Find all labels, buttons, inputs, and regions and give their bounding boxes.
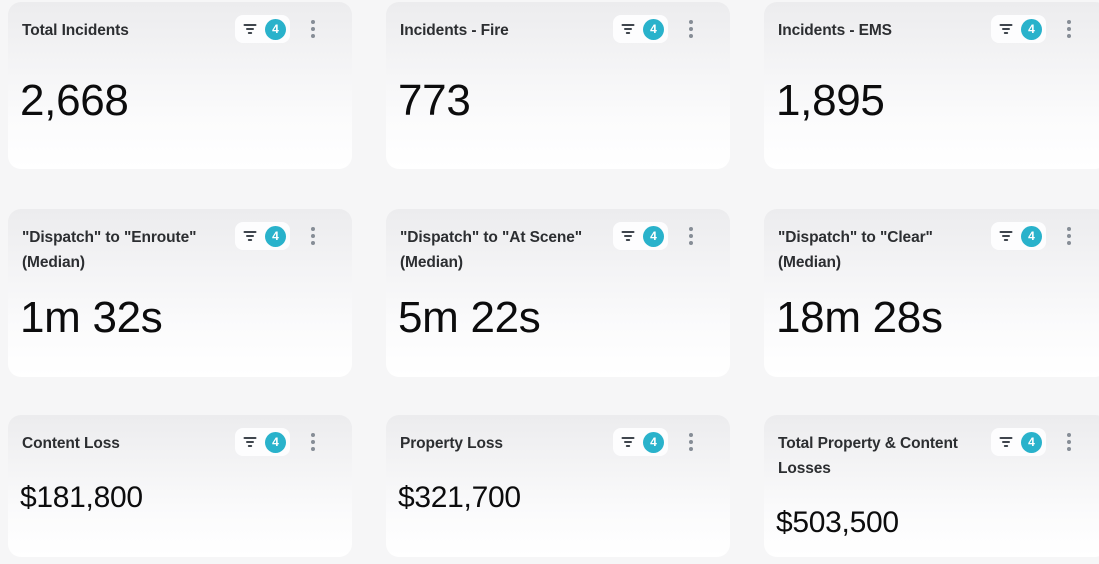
kpi-value: 2,668 bbox=[20, 76, 129, 125]
kebab-menu-icon[interactable] bbox=[1062, 16, 1076, 42]
kebab-menu-icon[interactable] bbox=[306, 429, 320, 455]
card-title: "Dispatch" to "Clear" (Median) bbox=[778, 229, 933, 271]
filter-icon bbox=[620, 21, 636, 37]
card-controls: 4 bbox=[991, 428, 1076, 456]
card-controls: 4 bbox=[613, 222, 698, 250]
kpi-card-property-loss: Property Loss 4 $321,700 bbox=[386, 415, 730, 557]
kebab-menu-icon[interactable] bbox=[684, 16, 698, 42]
filter-button[interactable]: 4 bbox=[235, 222, 290, 250]
filter-icon bbox=[998, 21, 1014, 37]
kpi-card-total-losses: Total Property & Content Losses 4 $503,5… bbox=[764, 415, 1099, 557]
filter-button[interactable]: 4 bbox=[991, 428, 1046, 456]
kpi-value: $503,500 bbox=[776, 506, 899, 539]
kebab-menu-icon[interactable] bbox=[1062, 429, 1076, 455]
kebab-menu-icon[interactable] bbox=[684, 223, 698, 249]
filter-count-badge: 4 bbox=[265, 18, 286, 40]
kpi-value: 1m 32s bbox=[20, 293, 163, 342]
card-title: Content Loss bbox=[22, 435, 120, 452]
filter-icon bbox=[620, 228, 636, 244]
kpi-card-total-incidents: Total Incidents 4 2,668 bbox=[8, 2, 352, 169]
filter-count-badge: 4 bbox=[643, 225, 664, 247]
kpi-card-dispatch-at-scene: "Dispatch" to "At Scene" (Median) 4 5m 2… bbox=[386, 209, 730, 377]
kpi-value: 5m 22s bbox=[398, 293, 541, 342]
card-header: "Dispatch" to "Clear" (Median) 4 bbox=[764, 209, 1099, 275]
filter-count-badge: 4 bbox=[643, 18, 664, 40]
card-header: Total Property & Content Losses 4 bbox=[764, 415, 1099, 481]
filter-count-badge: 4 bbox=[1021, 18, 1042, 40]
filter-icon bbox=[998, 228, 1014, 244]
card-title: "Dispatch" to "Enroute" (Median) bbox=[22, 229, 197, 271]
filter-icon bbox=[242, 21, 258, 37]
card-title: Total Property & Content Losses bbox=[778, 435, 958, 477]
kebab-menu-icon[interactable] bbox=[684, 429, 698, 455]
kpi-value: $321,700 bbox=[398, 481, 521, 514]
kpi-row-incidents: Total Incidents 4 2,668 Incidents bbox=[8, 2, 1099, 169]
card-header: "Dispatch" to "Enroute" (Median) 4 bbox=[8, 209, 352, 275]
card-controls: 4 bbox=[613, 15, 698, 43]
kpi-card-incidents-ems: Incidents - EMS 4 1,895 bbox=[764, 2, 1099, 169]
card-title: Property Loss bbox=[400, 435, 503, 452]
kpi-row-losses: Content Loss 4 $181,800 Property bbox=[8, 415, 1099, 557]
card-title: Incidents - EMS bbox=[778, 22, 892, 39]
kpi-card-dispatch-clear: "Dispatch" to "Clear" (Median) 4 18m 28s bbox=[764, 209, 1099, 377]
filter-button[interactable]: 4 bbox=[613, 428, 668, 456]
card-header: Incidents - EMS 4 bbox=[764, 2, 1099, 43]
card-controls: 4 bbox=[991, 15, 1076, 43]
card-header: Total Incidents 4 bbox=[8, 2, 352, 43]
card-header: Content Loss 4 bbox=[8, 415, 352, 456]
filter-button[interactable]: 4 bbox=[613, 15, 668, 43]
card-header: Property Loss 4 bbox=[386, 415, 730, 456]
card-controls: 4 bbox=[235, 15, 320, 43]
kebab-menu-icon[interactable] bbox=[306, 16, 320, 42]
kpi-card-dispatch-enroute: "Dispatch" to "Enroute" (Median) 4 1m 32… bbox=[8, 209, 352, 377]
kpi-card-incidents-fire: Incidents - Fire 4 773 bbox=[386, 2, 730, 169]
card-title: "Dispatch" to "At Scene" (Median) bbox=[400, 229, 583, 271]
card-header: Incidents - Fire 4 bbox=[386, 2, 730, 43]
card-title: Incidents - Fire bbox=[400, 22, 509, 39]
kpi-value: 773 bbox=[398, 76, 471, 125]
filter-icon bbox=[620, 434, 636, 450]
kebab-menu-icon[interactable] bbox=[1062, 223, 1076, 249]
card-header: "Dispatch" to "At Scene" (Median) 4 bbox=[386, 209, 730, 275]
kpi-value: 1,895 bbox=[776, 76, 885, 125]
kpi-value: $181,800 bbox=[20, 481, 143, 514]
filter-button[interactable]: 4 bbox=[991, 15, 1046, 43]
kpi-card-content-loss: Content Loss 4 $181,800 bbox=[8, 415, 352, 557]
kpi-row-dispatch-times: "Dispatch" to "Enroute" (Median) 4 1m 32… bbox=[8, 209, 1099, 377]
kpi-value: 18m 28s bbox=[776, 293, 943, 342]
filter-count-badge: 4 bbox=[643, 431, 664, 453]
filter-count-badge: 4 bbox=[265, 431, 286, 453]
card-controls: 4 bbox=[235, 428, 320, 456]
card-controls: 4 bbox=[235, 222, 320, 250]
kebab-menu-icon[interactable] bbox=[306, 223, 320, 249]
filter-button[interactable]: 4 bbox=[991, 222, 1046, 250]
filter-count-badge: 4 bbox=[1021, 431, 1042, 453]
filter-button[interactable]: 4 bbox=[235, 428, 290, 456]
filter-count-badge: 4 bbox=[265, 225, 286, 247]
card-title: Total Incidents bbox=[22, 22, 129, 39]
filter-icon bbox=[242, 434, 258, 450]
filter-button[interactable]: 4 bbox=[613, 222, 668, 250]
filter-icon bbox=[998, 434, 1014, 450]
filter-icon bbox=[242, 228, 258, 244]
filter-count-badge: 4 bbox=[1021, 225, 1042, 247]
card-controls: 4 bbox=[613, 428, 698, 456]
card-controls: 4 bbox=[991, 222, 1076, 250]
filter-button[interactable]: 4 bbox=[235, 15, 290, 43]
